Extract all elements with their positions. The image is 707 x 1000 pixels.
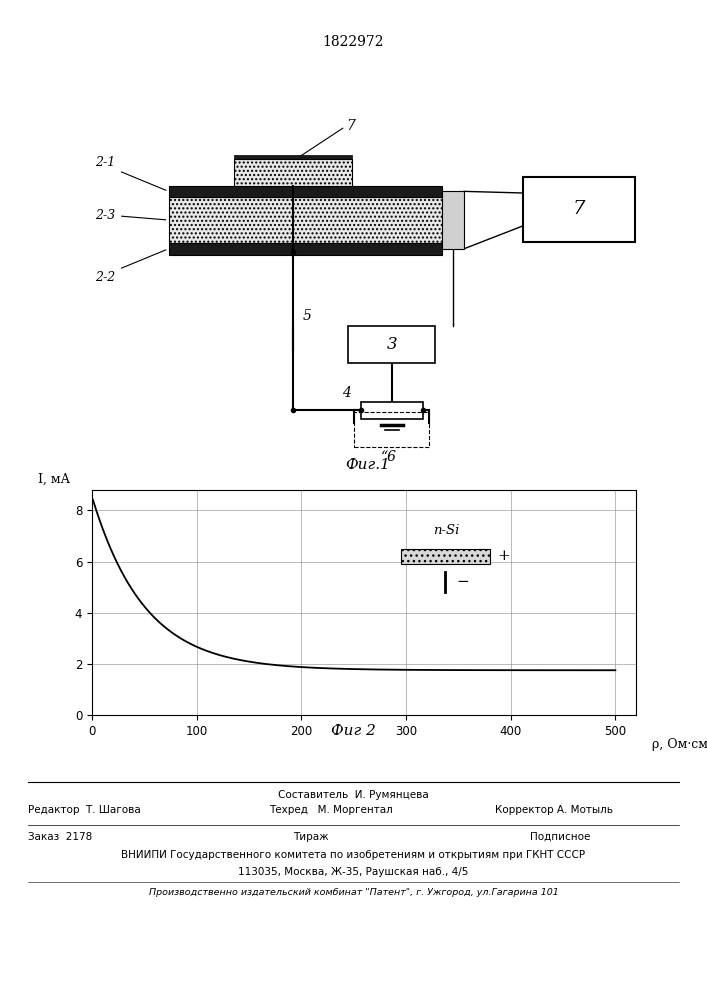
Text: 7: 7: [573, 200, 585, 218]
Bar: [361, 402, 423, 418]
Bar: [523, 177, 635, 242]
Text: 2-2: 2-2: [95, 271, 116, 284]
Y-axis label: I, мА: I, мА: [37, 473, 70, 486]
Bar: [349, 326, 436, 363]
Text: ρ, Ом·см: ρ, Ом·см: [652, 738, 707, 751]
Text: 5: 5: [303, 309, 311, 323]
Text: 3: 3: [387, 336, 397, 353]
Text: Составитель  И. Румянцева: Составитель И. Румянцева: [278, 790, 429, 800]
Bar: [234, 159, 352, 186]
Text: Техред   М. Моргентал: Техред М. Моргентал: [269, 805, 392, 815]
Text: Подписное: Подписное: [530, 832, 590, 842]
Text: 113035, Москва, Ж-35, Раушская наб., 4/5: 113035, Москва, Ж-35, Раушская наб., 4/5: [238, 867, 469, 877]
Text: Тираж: Тираж: [293, 832, 329, 842]
Text: 2-3: 2-3: [95, 209, 116, 222]
Text: +: +: [497, 549, 510, 563]
Text: Фиг.1: Фиг.1: [345, 458, 390, 472]
Text: ВНИИПИ Государственного комитета по изобретениям и открытиям при ГКНТ СССР: ВНИИПИ Государственного комитета по изоб…: [122, 850, 585, 860]
Text: 1822972: 1822972: [323, 35, 384, 49]
Bar: [443, 191, 464, 249]
Bar: [234, 155, 352, 159]
Text: Производственно издательский комбинат "Патент", г. Ужгород, ул.Гагарина 101: Производственно издательский комбинат "П…: [148, 888, 559, 897]
Text: n-Si: n-Si: [433, 524, 459, 537]
Text: Фиг 2: Фиг 2: [331, 724, 376, 738]
Text: Заказ  2178: Заказ 2178: [28, 832, 93, 842]
Text: −: −: [456, 575, 469, 589]
Text: Корректор А. Мотыль: Корректор А. Мотыль: [495, 805, 613, 815]
Bar: [168, 186, 443, 197]
Text: 2-1: 2-1: [95, 156, 116, 169]
Bar: [354, 412, 429, 447]
Bar: [168, 197, 443, 243]
Text: Редактор  Т. Шагова: Редактор Т. Шагова: [28, 805, 141, 815]
Bar: [168, 243, 443, 254]
Text: 7: 7: [346, 119, 355, 133]
Bar: [401, 549, 490, 564]
Text: 4: 4: [342, 386, 351, 400]
Text: “6: “6: [380, 450, 397, 464]
